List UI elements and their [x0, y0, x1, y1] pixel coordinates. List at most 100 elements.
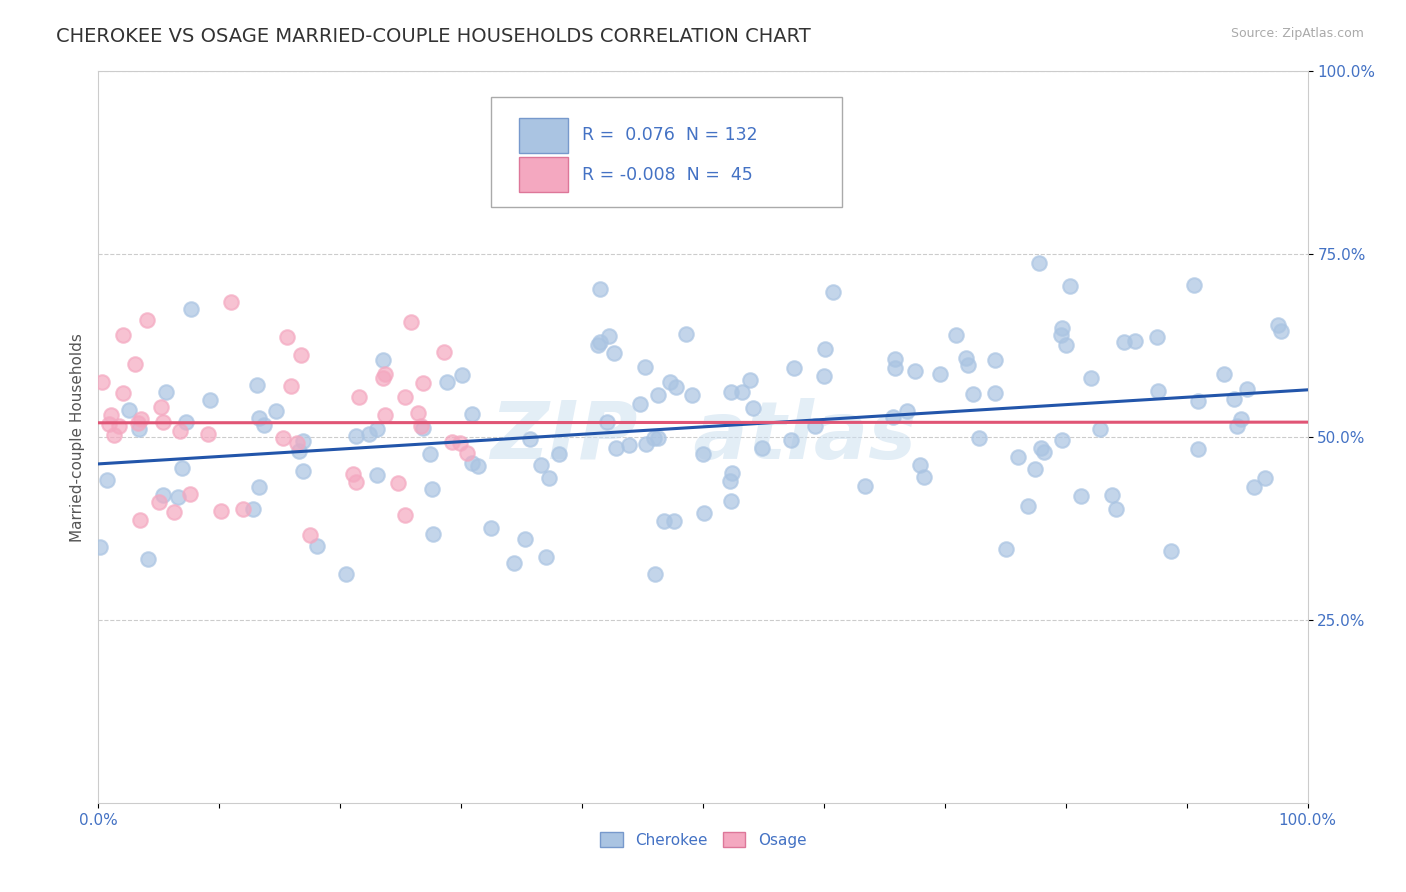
Point: [644, 566, 666, 581]
Point: [219, 295, 242, 310]
Point: [855, 479, 877, 493]
Point: [1123, 334, 1146, 348]
Point: [537, 471, 560, 485]
Point: [693, 506, 716, 520]
Point: [128, 422, 150, 436]
Point: [374, 408, 396, 422]
Point: [374, 367, 396, 381]
Point: [149, 401, 172, 415]
Point: [957, 358, 980, 372]
Point: [1101, 488, 1123, 502]
Point: [371, 353, 394, 368]
Point: [536, 550, 558, 565]
Point: [290, 348, 312, 362]
Point: [605, 441, 627, 455]
Point: [167, 490, 190, 504]
Point: [929, 367, 952, 381]
Point: [335, 566, 357, 581]
Point: [1243, 480, 1265, 494]
Point: [399, 315, 422, 329]
Point: [1080, 371, 1102, 385]
Point: [346, 429, 368, 443]
Point: [1223, 392, 1246, 406]
Point: [742, 401, 765, 416]
Point: [804, 419, 827, 434]
Point: [129, 513, 152, 527]
Point: [692, 447, 714, 461]
Point: [1007, 450, 1029, 464]
Point: [298, 527, 321, 541]
Point: [408, 406, 430, 420]
Point: [1230, 412, 1253, 426]
Point: [994, 542, 1017, 557]
Point: [1028, 256, 1050, 270]
Point: [1114, 334, 1136, 349]
Bar: [519, 157, 568, 192]
Point: [285, 435, 308, 450]
Point: [129, 411, 152, 425]
Point: [647, 388, 669, 402]
Point: [1033, 445, 1056, 459]
Point: [111, 327, 134, 342]
Point: [441, 435, 464, 450]
Point: [634, 437, 657, 451]
Point: [1147, 384, 1170, 398]
Point: [148, 494, 170, 508]
Point: [652, 514, 675, 528]
Point: [962, 387, 984, 401]
Text: R = -0.008  N =  45: R = -0.008 N = 45: [582, 166, 752, 185]
FancyBboxPatch shape: [492, 97, 842, 207]
Point: [813, 342, 835, 356]
Point: [720, 384, 742, 399]
Point: [271, 431, 294, 445]
Point: [548, 448, 571, 462]
Legend: Cherokee, Osage: Cherokee, Osage: [593, 825, 813, 854]
Point: [232, 501, 254, 516]
Point: [412, 376, 434, 390]
Point: [779, 434, 801, 448]
Point: [209, 504, 232, 518]
Point: [681, 388, 703, 402]
Point: [530, 458, 553, 473]
Point: [98, 417, 121, 432]
Point: [945, 328, 967, 343]
Point: [882, 409, 904, 424]
Point: [366, 422, 388, 436]
Point: [896, 404, 918, 418]
Point: [467, 458, 489, 473]
Point: [908, 458, 931, 472]
Point: [394, 508, 416, 522]
Point: [1267, 318, 1289, 332]
Point: [456, 446, 478, 460]
Text: R =  0.076  N = 132: R = 0.076 N = 132: [582, 126, 758, 144]
Point: [174, 415, 197, 429]
Point: [634, 359, 657, 374]
Point: [515, 532, 537, 546]
Point: [422, 527, 444, 541]
Point: [342, 467, 364, 482]
Point: [1105, 502, 1128, 516]
Point: [984, 386, 1007, 401]
Point: [394, 390, 416, 404]
Point: [291, 464, 314, 478]
Point: [305, 539, 328, 553]
Point: [180, 302, 202, 317]
Point: [1050, 327, 1073, 342]
Point: [1187, 393, 1209, 408]
Point: [823, 285, 845, 299]
Bar: [519, 118, 568, 153]
Point: [662, 515, 685, 529]
Point: [409, 418, 432, 433]
Point: [721, 466, 744, 480]
Point: [675, 326, 697, 341]
Point: [371, 370, 394, 384]
Point: [387, 476, 409, 491]
Point: [955, 351, 977, 366]
Point: [586, 338, 609, 352]
Point: [450, 368, 472, 382]
Point: [247, 480, 270, 494]
Point: [720, 493, 742, 508]
Point: [782, 360, 804, 375]
Point: [155, 385, 177, 400]
Point: [100, 408, 122, 422]
